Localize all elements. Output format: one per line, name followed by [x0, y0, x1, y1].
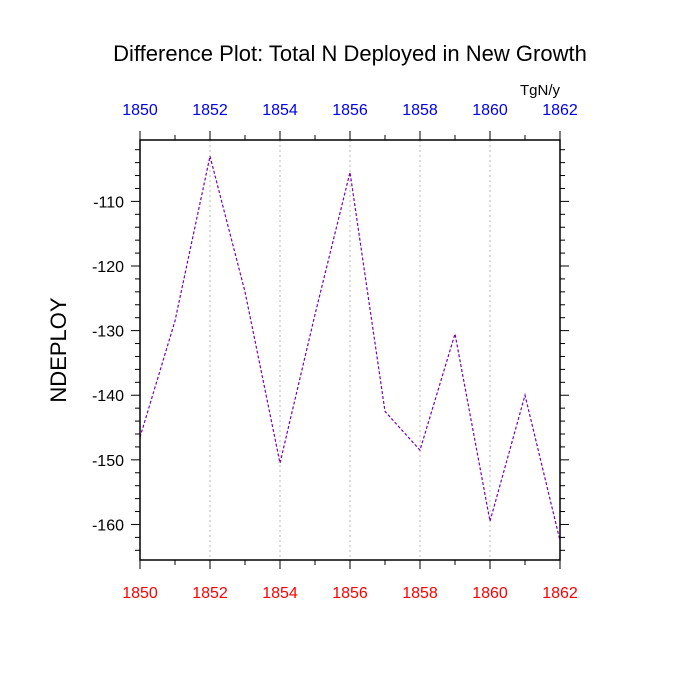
units-label: TgN/y	[520, 82, 561, 99]
chart-title: Difference Plot: Total N Deployed in New…	[113, 41, 587, 66]
y-tick-label: -110	[93, 194, 124, 211]
y-tick-label: -120	[92, 259, 124, 276]
y-tick-label: -130	[92, 324, 124, 341]
axis-ticks	[131, 131, 569, 569]
x-tick-label-top: 1862	[542, 102, 578, 119]
series-line	[139, 156, 561, 541]
grid-lines	[209, 140, 491, 560]
y-tick-label: -160	[92, 517, 124, 534]
data-line	[139, 156, 561, 541]
x-tick-label-bottom: 1860	[472, 585, 508, 602]
tick-labels: 1850 1852 1854 1856 1858 1860 1862 1850 1852 1854…	[92, 102, 578, 602]
x-tick-label-top: 1856	[332, 102, 368, 119]
x-tick-label-bottom: 1852	[192, 585, 228, 602]
x-tick-label-bottom: 1856	[332, 585, 368, 602]
y-tick-label: -140	[92, 388, 124, 405]
x-tick-label-bottom: 1858	[402, 585, 438, 602]
x-tick-label-top: 1850	[122, 102, 158, 119]
x-tick-label-bottom: 1850	[122, 585, 158, 602]
x-tick-label-bottom: 1862	[542, 585, 578, 602]
y-axis-label: NDEPLOY	[46, 297, 71, 402]
x-tick-label-top: 1852	[192, 102, 228, 119]
x-tick-label-bottom: 1854	[262, 585, 298, 602]
x-tick-label-top: 1858	[402, 102, 438, 119]
x-tick-label-top: 1854	[262, 102, 298, 119]
x-tick-label-top: 1860	[472, 102, 508, 119]
y-tick-label: -150	[92, 453, 124, 470]
